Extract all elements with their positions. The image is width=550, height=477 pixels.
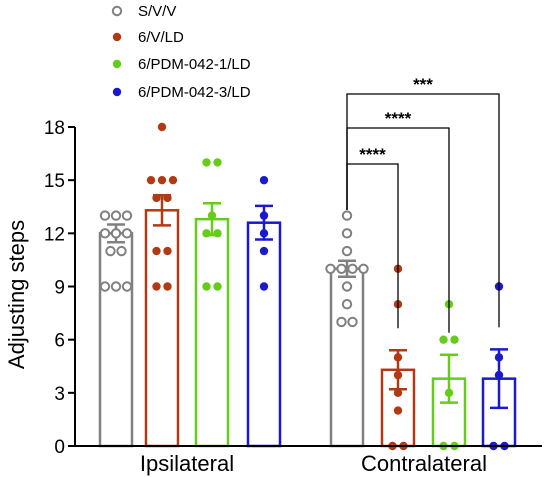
data-point [259, 229, 269, 238]
data-point [213, 158, 222, 167]
data-point [358, 263, 369, 274]
data-point [105, 245, 116, 257]
data-point [202, 158, 211, 167]
legend-label: 6/PDM-042-3/LD [138, 84, 251, 101]
data-point [393, 406, 403, 415]
data-point [121, 210, 133, 221]
legend: S/V/V 6/V/LD 6/PDM-042-1/LD 6/PDM-042-3/LD [111, 3, 251, 101]
bars [98, 193, 517, 448]
data-point [110, 210, 122, 221]
data-point [152, 282, 161, 291]
data-point [213, 229, 222, 238]
data-point [202, 229, 211, 238]
data-point [213, 282, 222, 291]
bar [144, 209, 180, 448]
data-point [110, 281, 122, 292]
data-point [341, 210, 353, 221]
y-tick-label: 3 [54, 384, 65, 405]
data-point [347, 316, 358, 328]
significance-bracket [346, 163, 399, 329]
y-tick-label: 6 [54, 331, 65, 352]
data-point [347, 263, 358, 274]
significance-bracket [346, 93, 500, 328]
data-point [168, 175, 178, 185]
data-point [494, 353, 504, 362]
data-point [393, 370, 403, 380]
data-points [99, 122, 509, 451]
data-point [99, 210, 111, 221]
data-point [259, 175, 269, 185]
data-point [99, 281, 111, 292]
data-point [163, 193, 172, 203]
significance-label: **** [359, 145, 386, 164]
data-point [110, 228, 122, 239]
legend-marker [112, 59, 122, 69]
data-point [202, 282, 211, 291]
bar [194, 217, 230, 448]
data-point [99, 228, 111, 239]
data-point [259, 211, 269, 220]
data-point [341, 228, 353, 239]
data-point [152, 193, 161, 203]
data-point [121, 228, 133, 239]
legend-label: 6/PDM-042-1/LD [138, 56, 251, 73]
y-tick-label: 12 [44, 224, 65, 245]
significance-brackets: *********** [346, 75, 500, 333]
legend-label: 6/V/LD [138, 29, 184, 46]
bar [246, 221, 282, 448]
y-tick-label: 18 [44, 118, 65, 139]
data-point [157, 175, 167, 185]
data-point [325, 263, 336, 274]
legend-marker [111, 5, 123, 17]
x-axis: Ipsilateral Contralateral [75, 445, 542, 476]
y-tick-label: 15 [44, 171, 65, 192]
significance-label: *** [413, 75, 433, 94]
data-point [116, 245, 127, 257]
y-axis-title: Adjusting steps [4, 220, 29, 369]
data-point [444, 388, 454, 398]
data-point [146, 175, 156, 185]
x-group-label: Contralateral [361, 451, 487, 476]
data-point [163, 246, 172, 256]
legend-marker [112, 87, 122, 97]
data-point [163, 282, 172, 291]
y-tick-label: 0 [54, 437, 65, 458]
bar [329, 267, 365, 448]
legend-label: S/V/V [138, 3, 176, 20]
legend-marker [112, 32, 122, 42]
data-point [341, 299, 353, 310]
x-group-label: Ipsilateral [140, 451, 234, 476]
data-point [121, 281, 133, 292]
data-point [336, 263, 347, 274]
data-point [341, 245, 353, 257]
data-point [494, 370, 504, 380]
y-tick-label: 9 [54, 278, 65, 299]
data-point [157, 122, 167, 132]
data-point [152, 246, 161, 256]
data-point [393, 353, 403, 362]
data-point [207, 211, 217, 220]
data-point [439, 335, 448, 344]
bar [98, 232, 134, 448]
significance-label: **** [385, 109, 412, 128]
y-axis: 0 3 6 9 12 15 18 [44, 118, 76, 458]
data-point [393, 388, 403, 398]
data-point [341, 281, 353, 292]
data-point [259, 246, 269, 256]
data-point [259, 282, 269, 291]
data-point [336, 316, 347, 328]
data-point [450, 335, 459, 344]
